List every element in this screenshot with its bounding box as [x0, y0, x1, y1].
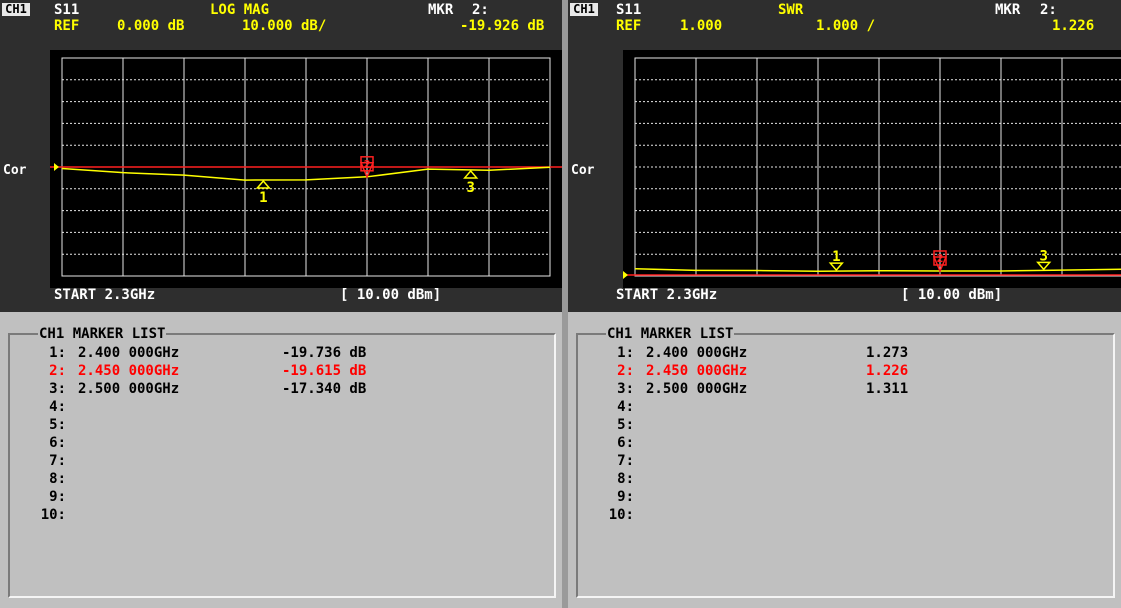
marker-index: 1:	[617, 345, 634, 361]
marker-index: 4:	[617, 399, 634, 415]
ref-value: 0.000 dB	[117, 18, 185, 34]
marker-index: 7:	[617, 453, 634, 469]
marker-index: 3:	[617, 381, 634, 397]
right-channel-pane: CH1 S11 SWR MKR 2: REF 1.000 1.000 / 1.2…	[568, 0, 1121, 608]
marker-value: -19.615 dB	[282, 363, 367, 379]
marker-index: 6:	[617, 435, 634, 451]
marker-number: 2:	[1040, 2, 1057, 18]
marker-number: 2:	[472, 2, 489, 18]
active-marker	[359, 162, 375, 179]
marker-index: 5:	[49, 417, 66, 433]
ref-value: 1.000	[680, 18, 723, 34]
marker-list-frame	[576, 333, 1115, 598]
marker-label: MKR	[995, 2, 1021, 18]
format-label: LOG MAG	[210, 2, 270, 18]
left-channel-pane: CH1 S11 LOG MAG MKR 2: REF 0.000 dB 10.0…	[0, 0, 562, 608]
marker-label: 1	[832, 249, 840, 265]
marker-index: 9:	[49, 489, 66, 505]
correction-indicator: Cor	[3, 163, 27, 178]
marker-label: 3	[1039, 248, 1047, 264]
scale-value: 1.000 /	[816, 18, 876, 34]
marker-index: 5:	[617, 417, 634, 433]
marker-label: 3	[466, 180, 474, 196]
reference-pointer	[623, 271, 628, 279]
marker-index: 10:	[40, 507, 66, 523]
marker-frequency: 2.400 000GHz	[78, 345, 180, 361]
right-plot-area: 1 2 3	[623, 50, 1121, 288]
right-trace-graph: 1 2 3	[623, 57, 1121, 279]
marker-label: 2	[937, 252, 944, 265]
marker-readout: 1.226	[1052, 18, 1095, 34]
active-marker	[932, 256, 948, 273]
marker-frequency: 2.450 000GHz	[646, 363, 748, 379]
trace-line	[634, 268, 1121, 272]
grid-border	[634, 57, 1121, 277]
marker-index: 9:	[617, 489, 634, 505]
pane-divider	[562, 0, 568, 608]
channel-badge: CH1	[570, 3, 598, 16]
active-marker-box	[933, 250, 947, 266]
marker-index: 3:	[49, 381, 66, 397]
left-trace-graph: 1 2 3	[50, 57, 562, 277]
marker-index: 6:	[49, 435, 66, 451]
source-power: [ 10.00 dBm]	[901, 287, 1003, 303]
marker-frequency: 2.500 000GHz	[78, 381, 180, 397]
source-power: [ 10.00 dBm]	[340, 287, 442, 303]
marker-triangle	[255, 179, 271, 189]
marker-list-title: CH1 MARKER LIST	[606, 326, 735, 342]
marker-index: 4:	[49, 399, 66, 415]
left-marker-list-panel: CH1 MARKER LIST 1: 2.400 000GHz -19.736 dB…	[0, 312, 562, 608]
correction-indicator: Cor	[571, 163, 595, 178]
marker-value: -19.736 dB	[282, 345, 367, 361]
ref-label: REF	[54, 18, 80, 34]
marker-index: 8:	[617, 471, 634, 487]
active-marker-box	[360, 156, 374, 172]
scale-value: 10.000 dB/	[242, 18, 327, 34]
marker-frequency: 2.450 000GHz	[78, 363, 180, 379]
marker-triangle	[1036, 261, 1052, 271]
trace-line	[61, 166, 551, 181]
marker-value: -17.340 dB	[282, 381, 367, 397]
right-trace-screen: CH1 S11 SWR MKR 2: REF 1.000 1.000 / 1.2…	[568, 0, 1121, 312]
marker-triangle	[463, 169, 479, 179]
marker-index: 2:	[617, 363, 634, 379]
reference-pointer	[54, 163, 59, 171]
left-trace-screen: CH1 S11 LOG MAG MKR 2: REF 0.000 dB 10.0…	[0, 0, 562, 312]
marker-list-title: CH1 MARKER LIST	[38, 326, 167, 342]
marker-value: 1.273	[866, 345, 909, 361]
format-label: SWR	[778, 2, 804, 18]
marker-frequency: 2.400 000GHz	[646, 345, 748, 361]
marker-label: MKR	[428, 2, 454, 18]
marker-index: 7:	[49, 453, 66, 469]
marker-index: 10:	[608, 507, 634, 523]
marker-readout: -19.926 dB	[460, 18, 545, 34]
param-label: S11	[616, 2, 642, 18]
channel-badge: CH1	[2, 3, 30, 16]
marker-label: 1	[259, 190, 267, 206]
marker-index: 1:	[49, 345, 66, 361]
marker-list-frame	[8, 333, 556, 598]
marker-triangle	[828, 262, 844, 272]
marker-label: 2	[364, 158, 371, 171]
marker-frequency: 2.500 000GHz	[646, 381, 748, 397]
marker-index: 8:	[49, 471, 66, 487]
marker-index: 2:	[49, 363, 66, 379]
start-frequency: START 2.3GHz	[616, 287, 718, 303]
left-plot-area: 1 2 3	[50, 50, 562, 288]
right-marker-list-panel: CH1 MARKER LIST 1: 2.400 000GHz 1.273 2: 2.4…	[568, 312, 1121, 608]
start-frequency: START 2.3GHz	[54, 287, 156, 303]
ref-label: REF	[616, 18, 642, 34]
marker-value: 1.311	[866, 381, 909, 397]
marker-value: 1.226	[866, 363, 909, 379]
param-label: S11	[54, 2, 80, 18]
